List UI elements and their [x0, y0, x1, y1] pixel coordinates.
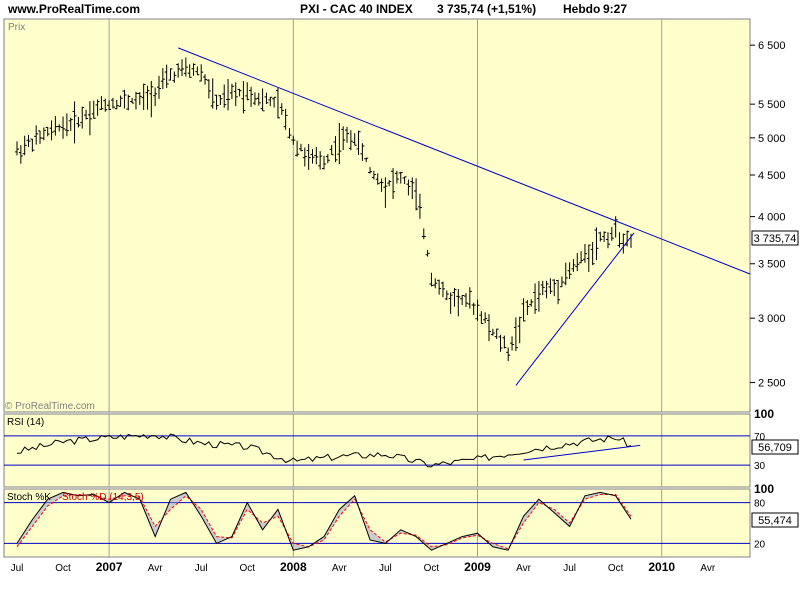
rsi-line — [16, 433, 632, 468]
stoch-tick-label: 20 — [754, 539, 766, 550]
price-tick-label: 5 000 — [758, 133, 786, 145]
x-tick-label: Oct — [55, 563, 71, 574]
rsi-tick-label: 100 — [754, 407, 774, 421]
rsi-last-value: 56,709 — [758, 442, 792, 454]
stoch-panel — [3, 488, 751, 558]
x-tick-label: Jul — [195, 563, 208, 574]
resistance-trendline — [177, 47, 751, 275]
price-panel-label: Prix — [8, 22, 25, 33]
stoch-k-line — [16, 491, 632, 551]
period-label: Hebdo — [563, 2, 601, 16]
watermark: © ProRealTime.com — [5, 401, 95, 412]
x-tick-label: Oct — [608, 563, 624, 574]
x-tick-label: Avr — [332, 563, 347, 574]
stoch-panel-label-2: Stoch %D (14,3,5) — [62, 492, 144, 503]
x-tick-label: Oct — [239, 563, 255, 574]
chart-title: PXI - CAC 40 INDEX — [300, 2, 413, 16]
x-tick-label: 2007 — [96, 560, 123, 574]
price-tick-label: 3 000 — [758, 313, 786, 325]
x-tick-label: Jul — [563, 563, 576, 574]
stoch-d-line — [16, 493, 632, 550]
stoch-tick-label: 80 — [754, 499, 766, 510]
rsi-tick-label: 70 — [754, 432, 766, 443]
price-last-box — [751, 230, 799, 246]
stoch-panel-label: Stoch %K — [7, 492, 51, 503]
price-panel — [3, 18, 751, 413]
x-tick-label: Oct — [424, 563, 440, 574]
price-tick-label: 2 500 — [758, 378, 786, 390]
stoch-tick-label: 100 — [754, 482, 774, 496]
stoch-fill — [17, 492, 631, 551]
x-tick-label: Jul — [11, 563, 24, 574]
x-tick-label: Avr — [516, 563, 531, 574]
price-tick-label: 6 500 — [758, 40, 786, 52]
price-tick-label: 5 500 — [758, 99, 786, 111]
price-last-value: 3 735,74 — [754, 233, 797, 245]
price-tick-label: 3 500 — [758, 259, 786, 271]
rsi-panel-label: RSI (14) — [7, 417, 44, 428]
x-tick-label: 2010 — [648, 560, 675, 574]
rsi-last-box — [751, 439, 799, 455]
price-tick-label: 4 000 — [758, 212, 786, 224]
x-tick-label: Avr — [700, 563, 715, 574]
stoch-last-value: 55,474 — [758, 515, 792, 527]
rsi-panel — [3, 413, 751, 488]
rsi-tick-label: 30 — [754, 461, 766, 472]
x-tick-label: Jul — [379, 563, 392, 574]
support-trendline — [515, 232, 635, 386]
price-tick-label: 4 500 — [758, 170, 786, 182]
site-url[interactable]: www.ProRealTime.com — [8, 2, 141, 16]
time-label: 9:27 — [603, 2, 628, 16]
rsi-trendline — [523, 444, 641, 461]
x-tick-label: 2009 — [464, 560, 491, 574]
stoch-last-box — [751, 512, 799, 528]
price-change: 3 735,74 (+1,51%) — [437, 2, 537, 16]
x-tick-label: 2008 — [280, 560, 307, 574]
x-tick-label: Avr — [148, 563, 163, 574]
